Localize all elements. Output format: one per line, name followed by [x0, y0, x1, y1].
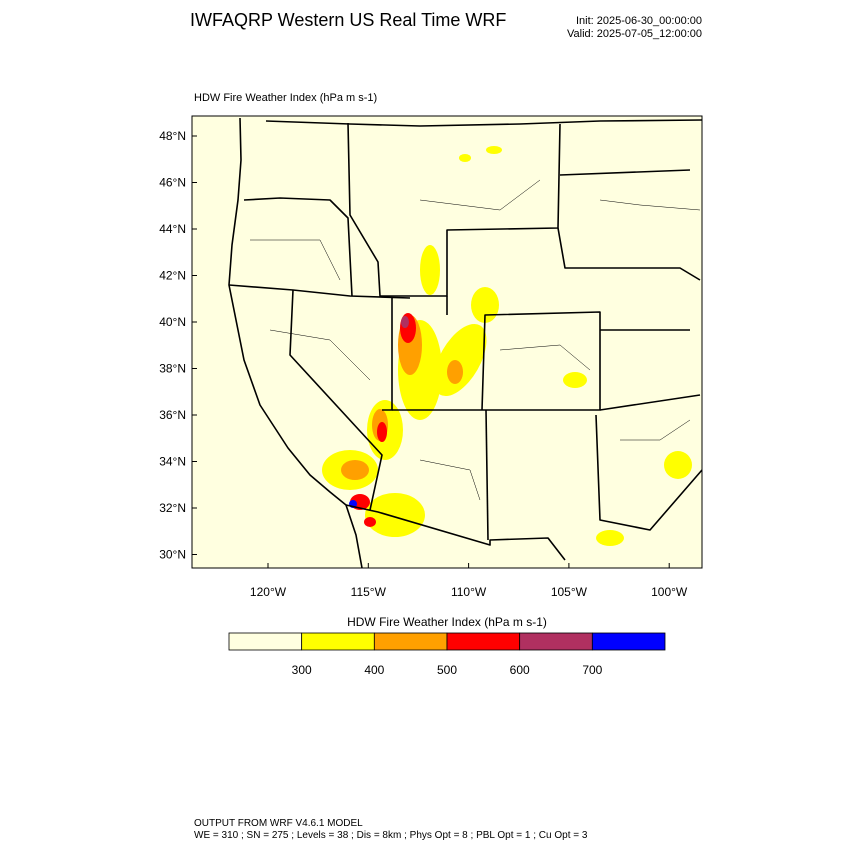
colorbar: 300 400 500 600 700	[228, 632, 666, 677]
colorbar-label: 600	[510, 663, 530, 677]
lat-label: 34°N	[159, 455, 186, 469]
colorbar-label: 700	[582, 663, 602, 677]
lon-label: 105°W	[551, 585, 588, 599]
lat-label: 42°N	[159, 269, 186, 283]
map	[191, 115, 703, 569]
colorbar-label: 300	[292, 663, 312, 677]
lon-label: 110°W	[451, 585, 487, 599]
colorbar-label: 400	[364, 663, 384, 677]
lon-label: 120°W	[250, 585, 287, 599]
colorbar-title: HDW Fire Weather Index (hPa m s-1)	[347, 615, 547, 629]
colorbar-box	[228, 632, 303, 651]
lat-label: 38°N	[159, 362, 186, 376]
lat-label: 40°N	[159, 315, 186, 329]
lat-label: 44°N	[159, 222, 186, 236]
map-background	[192, 116, 702, 568]
lat-label: 32°N	[159, 501, 186, 515]
colorbar-label: 500	[437, 663, 457, 677]
lat-label: 46°N	[159, 176, 186, 190]
colorbar-box	[446, 632, 521, 651]
lat-label: 36°N	[159, 408, 186, 422]
valid-time: Valid: 2025-07-05_12:00:00	[567, 28, 702, 40]
footer-line: WE = 310 ; SN = 275 ; Levels = 38 ; Dis …	[194, 830, 588, 841]
longitude-labels: 120°W 115°W 110°W 105°W 100°W	[250, 563, 688, 599]
colorbar-box	[373, 632, 448, 651]
colorbar-box	[301, 632, 375, 651]
footer-line: OUTPUT FROM WRF V4.6.1 MODEL	[194, 818, 363, 829]
boundaries	[228, 117, 703, 569]
init-time: Init: 2025-06-30_00:00:00	[576, 15, 702, 27]
latitude-labels: 48°N 46°N 44°N 42°N 40°N 38°N 36°N 34°N 32°N 30°N	[159, 129, 197, 562]
main-title: IWFAQRP Western US Real Time WRF	[190, 10, 506, 30]
colorbar-box	[519, 632, 593, 651]
map-title: HDW Fire Weather Index (hPa m s-1)	[194, 92, 377, 104]
colorbar-box	[591, 632, 666, 651]
lat-label: 48°N	[159, 129, 186, 143]
lat-label: 30°N	[159, 548, 186, 562]
fire-index-areas	[322, 146, 692, 546]
lon-label: 100°W	[651, 585, 688, 599]
map-frame	[191, 115, 703, 569]
lon-label: 115°W	[351, 585, 387, 599]
